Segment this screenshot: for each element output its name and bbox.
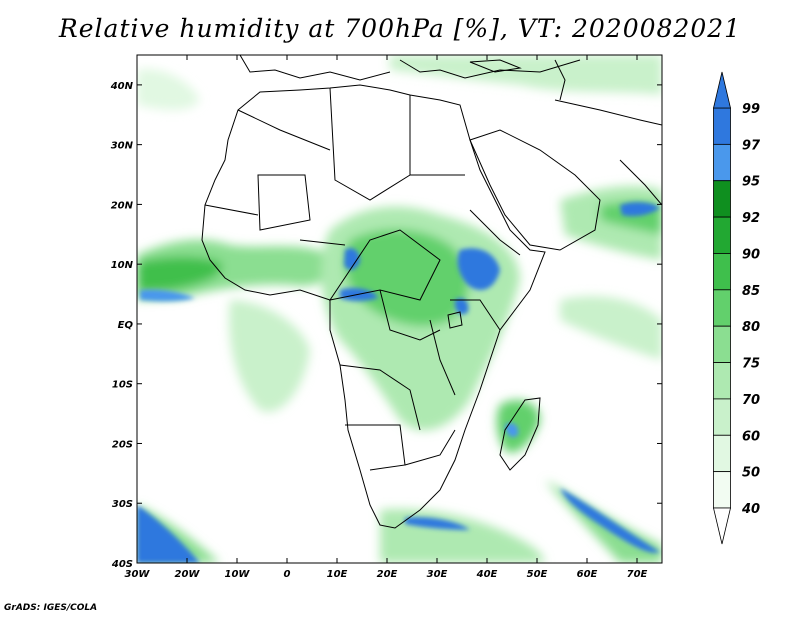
colorbar-label: 50	[742, 466, 760, 481]
colorbar-segment	[713, 289, 731, 327]
lon-label: 30W	[125, 569, 151, 580]
colorbar-segment	[713, 325, 731, 363]
colorbar-segment	[713, 434, 731, 473]
colorbar-segment	[713, 143, 731, 182]
colorbar-label: 60	[742, 429, 760, 444]
colorbar-label: 80	[742, 320, 760, 335]
colorbar-label: 90	[742, 247, 760, 262]
lon-label: 70E	[627, 569, 648, 580]
colorbar-label: 85	[742, 284, 760, 299]
lat-label: 40N	[110, 81, 134, 92]
lon-label: 10W	[225, 569, 251, 580]
lon-label: 60E	[577, 569, 598, 580]
humidity-shading	[137, 55, 662, 563]
colorbar-label: 75	[742, 357, 760, 372]
colorbar-label: 70	[742, 393, 760, 408]
colorbar-segment	[713, 362, 731, 400]
lat-label: 10N	[111, 260, 134, 271]
lat-label: EQ	[118, 320, 134, 331]
map-title: Relative humidity at 700hPa [%], VT: 202…	[58, 14, 742, 43]
lon-label: 40E	[476, 569, 498, 580]
colorbar: 99 97 95 92 90 85 80 75 70 60 50 40	[712, 71, 761, 545]
colorbar-segment	[713, 216, 731, 254]
lat-label: 30S	[112, 499, 133, 510]
lon-label: 10E	[327, 569, 348, 580]
lon-label: 30E	[427, 569, 448, 580]
grads-credit: GrADS: IGES/COLA	[4, 603, 98, 613]
colorbar-segment	[713, 253, 731, 291]
lon-label: 20W	[175, 569, 201, 580]
lon-label: 50E	[527, 569, 548, 580]
colorbar-label: 97	[742, 138, 761, 153]
lat-label: 30N	[111, 141, 134, 152]
axis-ticks: 30W 20W 10W 0 10E 20E 30E 40E 50E 60E 70E 40N 30N 20N…	[110, 55, 662, 580]
colorbar-segment	[713, 180, 731, 218]
lon-label: 20E	[377, 569, 398, 580]
lon-label: 0	[284, 569, 291, 580]
colorbar-label: 95	[742, 175, 760, 190]
lat-label: 10S	[112, 380, 133, 391]
colorbar-segment	[713, 471, 731, 509]
colorbar-segment	[713, 107, 731, 145]
lat-label: 20S	[112, 439, 133, 450]
colorbar-bottom-arrow	[712, 507, 732, 545]
lat-label: 20N	[111, 200, 134, 211]
map-border	[136, 54, 663, 564]
colorbar-segment	[713, 398, 731, 436]
colorbar-label: 92	[742, 211, 760, 226]
colorbar-label: 40	[741, 502, 760, 517]
coastlines	[201, 55, 662, 529]
colorbar-label: 99	[742, 102, 760, 117]
colorbar-top-arrow	[712, 71, 732, 109]
lat-label: 40S	[111, 559, 133, 570]
